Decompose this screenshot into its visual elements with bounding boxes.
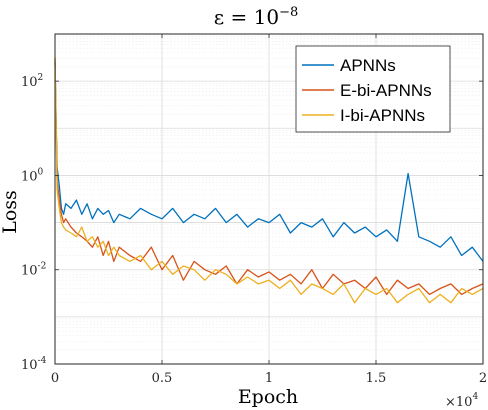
legend-box: [295, 45, 451, 133]
series-line-apnns: [54, 62, 484, 262]
x-tick-label: 2: [479, 371, 487, 386]
x-axis-multiplier: ×104: [445, 392, 478, 410]
chart-title: ε = 10−8: [214, 5, 298, 29]
chart-title-base: ε = 10: [214, 5, 279, 29]
y-tick-label: 10-2: [21, 262, 46, 279]
y-axis-label: Loss: [0, 190, 21, 234]
x-tick-label: 0.5: [152, 371, 173, 386]
legend: APNNs E-bi-APNNs I-bi-APNNs: [295, 45, 451, 133]
y-tick-label-exponent: -2: [38, 262, 47, 272]
y-tick-label-base: 10: [21, 75, 38, 90]
x-tick-label: 1: [265, 371, 273, 386]
legend-label-i-bi-apnns: I-bi-APNNs: [340, 106, 425, 125]
x-tick-label: 1.5: [366, 371, 387, 386]
chart-title-exponent: −8: [279, 5, 298, 20]
y-tick-label-base: 10: [21, 358, 38, 373]
y-tick-label-base: 10: [21, 264, 38, 279]
y-tick-label-exponent: 2: [38, 73, 44, 83]
x-tick-label: 0: [51, 371, 59, 386]
series-layer: [54, 57, 484, 304]
series-line-e-bi-apnns: [54, 58, 484, 296]
x-axis-label: Epoch: [238, 386, 298, 408]
legend-label-e-bi-apnns: E-bi-APNNs: [340, 81, 432, 100]
x-multiplier-base: ×10: [445, 395, 472, 410]
y-tick-label: 100: [21, 167, 44, 184]
series-line-i-bi-apnns: [54, 57, 484, 304]
y-tick-label-exponent: -4: [38, 356, 47, 366]
y-tick-label-base: 10: [21, 169, 38, 184]
grid-lines: [55, 34, 483, 364]
x-multiplier-exp: 4: [472, 392, 478, 402]
y-tick-label: 102: [21, 73, 43, 90]
legend-label-apnns: APNNs: [340, 56, 396, 75]
legend-items: APNNs E-bi-APNNs I-bi-APNNs: [302, 56, 432, 125]
tick-marks: [54, 34, 484, 365]
y-tick-label-exponent: 0: [38, 167, 44, 177]
x-tick-labels: 0 0.5 1 1.5 2: [51, 371, 487, 386]
y-tick-label: 10-4: [21, 356, 47, 373]
